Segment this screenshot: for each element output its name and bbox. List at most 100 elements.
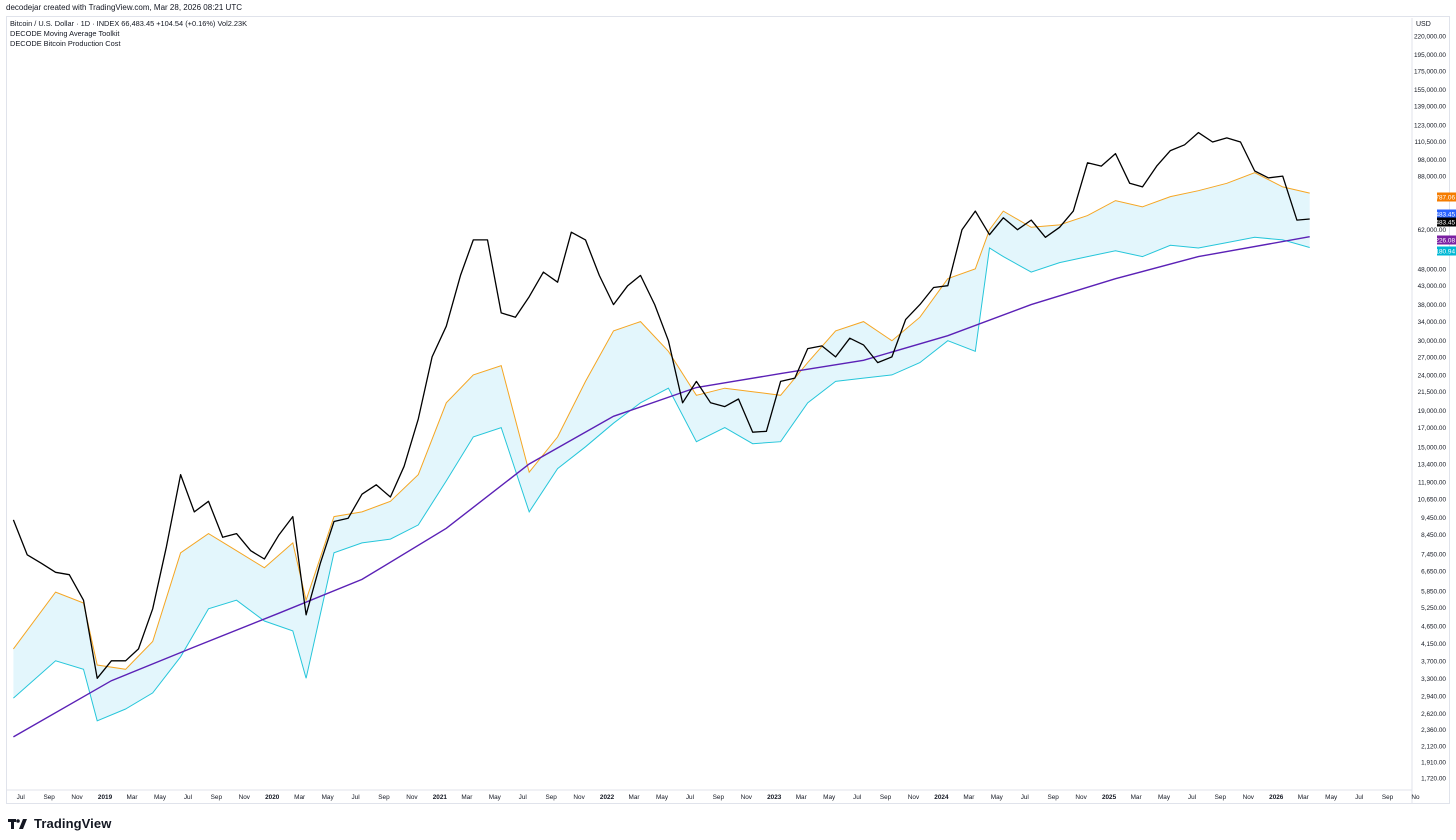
x-tick-label: 2020 [265, 794, 280, 801]
indicator-legend-moving-average-toolkit[interactable]: DECODE Moving Average Toolkit [10, 29, 120, 38]
y-tick-label: 2,360.00 [1421, 727, 1446, 734]
y-tick-label: 5,850.00 [1421, 588, 1446, 595]
upper-band-line [12, 172, 1310, 670]
x-tick-label: Sep [1047, 794, 1059, 801]
y-tick-label: 6,650.00 [1421, 569, 1446, 576]
y-tick-label: 3,300.00 [1421, 676, 1446, 683]
symbol-legend-line[interactable]: Bitcoin / U.S. Dollar · 1D · INDEX 66,48… [10, 19, 248, 28]
x-tick-label: Mar [127, 794, 139, 801]
x-tick-label: May [154, 794, 167, 801]
y-tick-label: 34,000.00 [1418, 319, 1447, 326]
y-tick-label: 10,650.00 [1418, 497, 1447, 504]
price-axis-label-box [1437, 192, 1456, 202]
x-tick-label: May [656, 794, 669, 801]
x-tick-label: Nov [71, 794, 83, 801]
chart-legend: Bitcoin / U.S. Dollar · 1D · INDEX 66,48… [10, 19, 247, 49]
y-tick-label: 139,000.00 [1414, 104, 1446, 111]
y-tick-label: 30,000.00 [1418, 338, 1447, 345]
y-tick-label: 19,000.00 [1418, 408, 1447, 415]
y-tick-label: 5,250.00 [1421, 605, 1446, 612]
x-tick-label: Mar [294, 794, 306, 801]
currency-label: USD [1416, 21, 1431, 28]
x-tick-label: Sep [1382, 794, 1394, 801]
x-tick-label: Nov [908, 794, 920, 801]
x-tick-label: Mar [963, 794, 975, 801]
tradingview-logo[interactable]: TradingView [8, 816, 111, 831]
x-tick-label: May [489, 794, 502, 801]
y-tick-label: 175,000.00 [1414, 69, 1446, 76]
x-tick-label: Mar [461, 794, 473, 801]
x-tick-label: Jul [686, 794, 694, 801]
x-tick-label: Jul [17, 794, 25, 801]
y-tick-label: 195,000.00 [1414, 52, 1446, 59]
x-tick-label: 2022 [600, 794, 615, 801]
y-tick-label: 15,000.00 [1418, 444, 1447, 451]
y-tick-label: 38,000.00 [1418, 302, 1447, 309]
price-axis-label-text: 66,483.45 [1427, 212, 1456, 219]
y-tick-label: 48,000.00 [1418, 266, 1447, 273]
x-tick-label: 2024 [934, 794, 949, 801]
band-fill-area [13, 172, 1310, 721]
price-axis-label-text: 59,226.08 [1427, 238, 1456, 245]
x-tick-label: 2025 [1102, 794, 1117, 801]
y-tick-label: 220,000.00 [1414, 34, 1446, 41]
x-tick-label: 2023 [767, 794, 782, 801]
price-axis-label-box [1437, 217, 1456, 227]
price-axis-label-text: 78,787.06 [1427, 195, 1456, 202]
y-tick-label: 123,000.00 [1414, 122, 1446, 129]
y-tick-label: 155,000.00 [1414, 87, 1446, 94]
x-tick-label: Jul [1021, 794, 1029, 801]
y-tick-label: 110,500.00 [1414, 139, 1446, 146]
x-tick-label: Nov [1075, 794, 1087, 801]
y-tick-label: 3,700.00 [1421, 658, 1446, 665]
tradingview-logo-icon [8, 818, 27, 829]
x-tick-label: 2019 [98, 794, 113, 801]
x-tick-label: No [1411, 794, 1420, 801]
price-axis-label-box [1437, 235, 1456, 245]
x-tick-label: Nov [239, 794, 251, 801]
y-tick-label: 9,450.00 [1421, 515, 1446, 522]
price-axis-label-text: 55,180.94 [1427, 249, 1456, 256]
x-tick-label: Sep [880, 794, 892, 801]
price-axis-label-box [1437, 209, 1456, 219]
price-axis-label: 59,226.08 [1427, 235, 1456, 245]
y-tick-label: 43,000.00 [1418, 283, 1447, 290]
price-axis-label: 55,180.94 [1427, 246, 1456, 256]
x-tick-label: Jul [519, 794, 527, 801]
x-tick-label: Mar [629, 794, 641, 801]
x-tick-label: May [322, 794, 335, 801]
x-tick-label: Jul [184, 794, 192, 801]
y-tick-label: 17,000.00 [1418, 425, 1447, 432]
y-tick-label: 1,910.00 [1421, 759, 1446, 766]
indicator-legend-production-cost[interactable]: DECODE Bitcoin Production Cost [10, 39, 121, 48]
x-tick-label: 2026 [1269, 794, 1284, 801]
price-line [12, 131, 1310, 679]
price-axis-label: 78,787.06 [1427, 192, 1456, 202]
y-tick-label: 2,620.00 [1421, 711, 1446, 718]
x-tick-label: Nov [741, 794, 753, 801]
y-tick-label: 98,000.00 [1418, 157, 1447, 164]
y-tick-label: 11,900.00 [1418, 480, 1446, 487]
y-tick-label: 4,150.00 [1421, 641, 1446, 648]
x-tick-label: Mar [796, 794, 808, 801]
lower-band-line [13, 236, 1310, 722]
x-tick-label: May [823, 794, 836, 801]
y-tick-label: 21,500.00 [1418, 389, 1447, 396]
x-tick-label: Sep [43, 794, 55, 801]
x-tick-label: Sep [378, 794, 390, 801]
x-tick-label: Jul [1188, 794, 1196, 801]
y-tick-label: 1,720.00 [1421, 776, 1446, 783]
x-tick-label: Sep [211, 794, 223, 801]
y-tick-label: 4,650.00 [1421, 623, 1446, 630]
x-tick-label: Nov [1243, 794, 1255, 801]
x-tick-label: Mar [1298, 794, 1310, 801]
x-tick-label: 2021 [433, 794, 448, 801]
created-with-line: decodejar created with TradingView.com, … [6, 3, 242, 12]
x-tick-label: Sep [545, 794, 557, 801]
price-axis-label: 66,483.45 [1427, 217, 1456, 227]
y-tick-label: 27,000.00 [1418, 354, 1447, 361]
price-axis-label: 66,483.45 [1427, 209, 1456, 219]
y-tick-label: 2,120.00 [1421, 744, 1446, 751]
y-tick-label: 7,450.00 [1421, 551, 1446, 558]
